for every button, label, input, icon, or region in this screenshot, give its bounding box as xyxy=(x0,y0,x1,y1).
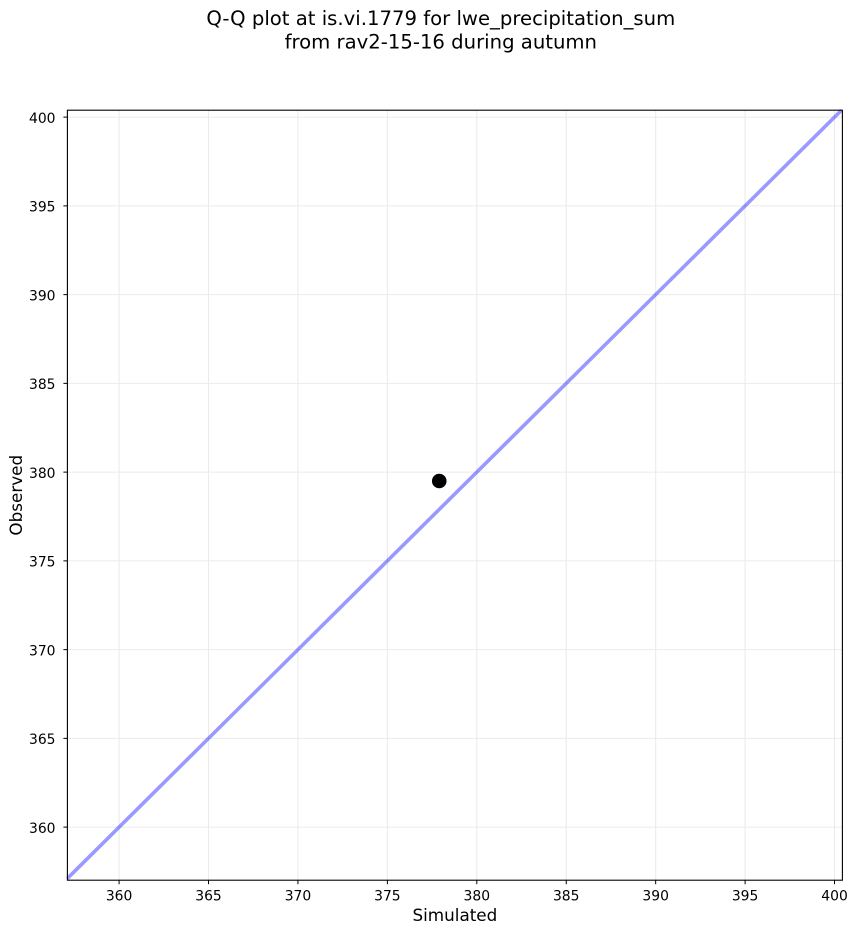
y-tick-label-360: 360 xyxy=(29,821,56,837)
axes-spines xyxy=(66,109,843,881)
x-tick-label-360: 360 xyxy=(106,888,133,904)
y-tick-label-390: 390 xyxy=(29,288,56,304)
y-tick-label-370: 370 xyxy=(29,643,56,659)
x-axis-label: Simulated xyxy=(412,905,497,925)
y-tick-label-385: 385 xyxy=(29,377,56,393)
y-tick-label-375: 375 xyxy=(29,555,56,571)
x-tick-label-390: 390 xyxy=(642,888,669,904)
x-tick-label-400: 400 xyxy=(821,888,848,904)
x-tick-label-395: 395 xyxy=(732,888,759,904)
y-tick-label-400: 400 xyxy=(29,111,56,127)
y-tick-label-380: 380 xyxy=(29,466,56,482)
x-tick-label-375: 375 xyxy=(374,888,401,904)
identity-line xyxy=(66,108,843,880)
chart-title-line-1: Q-Q plot at is.vi.1779 for lwe_precipita… xyxy=(206,7,675,30)
x-tick-label-380: 380 xyxy=(464,888,491,904)
plot-area xyxy=(67,110,843,881)
y-tick-label-365: 365 xyxy=(29,732,56,748)
data-point-0 xyxy=(431,473,447,489)
x-tick-label-365: 365 xyxy=(195,888,222,904)
y-axis-label: Observed xyxy=(6,455,26,536)
x-tick-label-370: 370 xyxy=(285,888,312,904)
chart-title-line-2: from rav2-15-16 during autumn xyxy=(285,31,597,54)
y-tick-label-395: 395 xyxy=(29,200,56,216)
x-tick-label-385: 385 xyxy=(553,888,580,904)
